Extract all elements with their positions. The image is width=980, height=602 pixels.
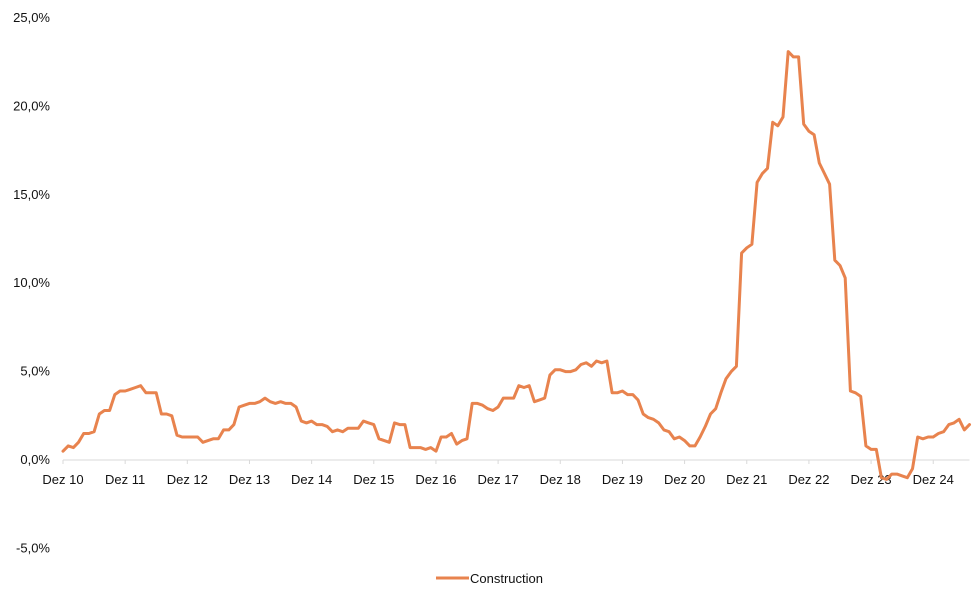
legend-label-construction: Construction <box>470 571 543 586</box>
x-tick-label: Dez 20 <box>664 472 705 487</box>
y-tick-label: 0,0% <box>20 452 50 467</box>
x-tick-label: Dez 24 <box>913 472 954 487</box>
x-tick-label: Dez 11 <box>105 472 145 487</box>
y-tick-label: 25,0% <box>13 10 50 25</box>
x-tick-label: Dez 16 <box>415 472 456 487</box>
x-tick-label: Dez 14 <box>291 472 332 487</box>
y-tick-label: -5,0% <box>16 540 50 555</box>
x-tick-label: Dez 18 <box>540 472 581 487</box>
x-tick-label: Dez 17 <box>478 472 519 487</box>
y-tick-label: 15,0% <box>13 187 50 202</box>
series-line-construction <box>61 50 971 481</box>
x-tick-label: Dez 12 <box>167 472 208 487</box>
y-tick-label: 20,0% <box>13 98 50 113</box>
x-tick-label: Dez 13 <box>229 472 270 487</box>
x-tick-label: Dez 19 <box>602 472 643 487</box>
x-axis: Dez 10 Dez 11 Dez 12 Dez 13 Dez 14 Dez 15 Dez … <box>42 459 970 487</box>
x-tick-label: Dez 10 <box>42 472 83 487</box>
y-tick-label: 5,0% <box>20 364 50 379</box>
x-tick-label: Dez 15 <box>353 472 394 487</box>
x-tick-label: Dez 22 <box>788 472 829 487</box>
y-tick-label: 10,0% <box>13 275 50 290</box>
x-tick-label: Dez 21 <box>726 472 767 487</box>
legend: Construction <box>436 571 543 586</box>
y-axis: 25,0% 20,0% 15,0% 10,0% 5,0% 0,0% -5,0% <box>13 10 50 555</box>
